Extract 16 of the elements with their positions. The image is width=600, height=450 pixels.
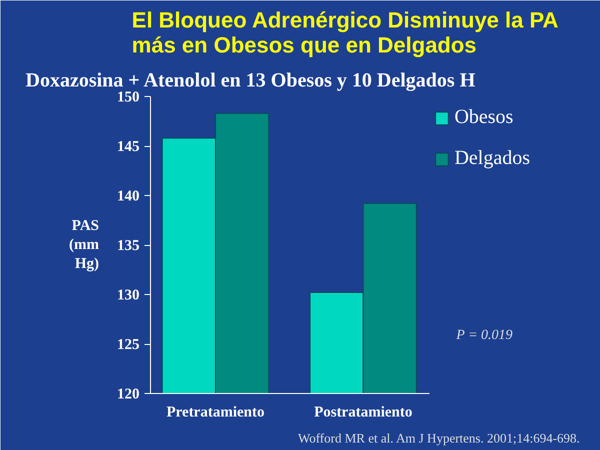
y-tick-label: 135 [117,238,140,254]
text: Wofford MR et al. Am J Hypertens. 2001;14:694-698. [298,430,580,446]
x-tick-label: Pretratamiento [166,404,265,420]
chart-title: El Bloqueo Adrenérgico Disminuye la PA más en Obesos que en Delgados [132,8,559,58]
x-tick-label: Postratamiento [314,404,412,420]
y-tick-label: 130 [117,288,140,304]
legend-label: Obesos [454,106,514,129]
y-tick-label: 120 [117,386,140,402]
y-tick-label: 150 [117,90,140,106]
chart-subtitle: Doxazosina + Atenolol en 13 Obesos y 10 Delgados H [26,70,476,92]
legend-label: Delgados [454,147,530,170]
y-axis-title: PAS (mm Hg) [69,218,100,272]
y-tick-label: 140 [117,188,140,204]
y-tick-label: 125 [117,337,140,353]
annotation: P = 0.019 [455,328,513,344]
y-tick-label: 145 [117,139,140,155]
